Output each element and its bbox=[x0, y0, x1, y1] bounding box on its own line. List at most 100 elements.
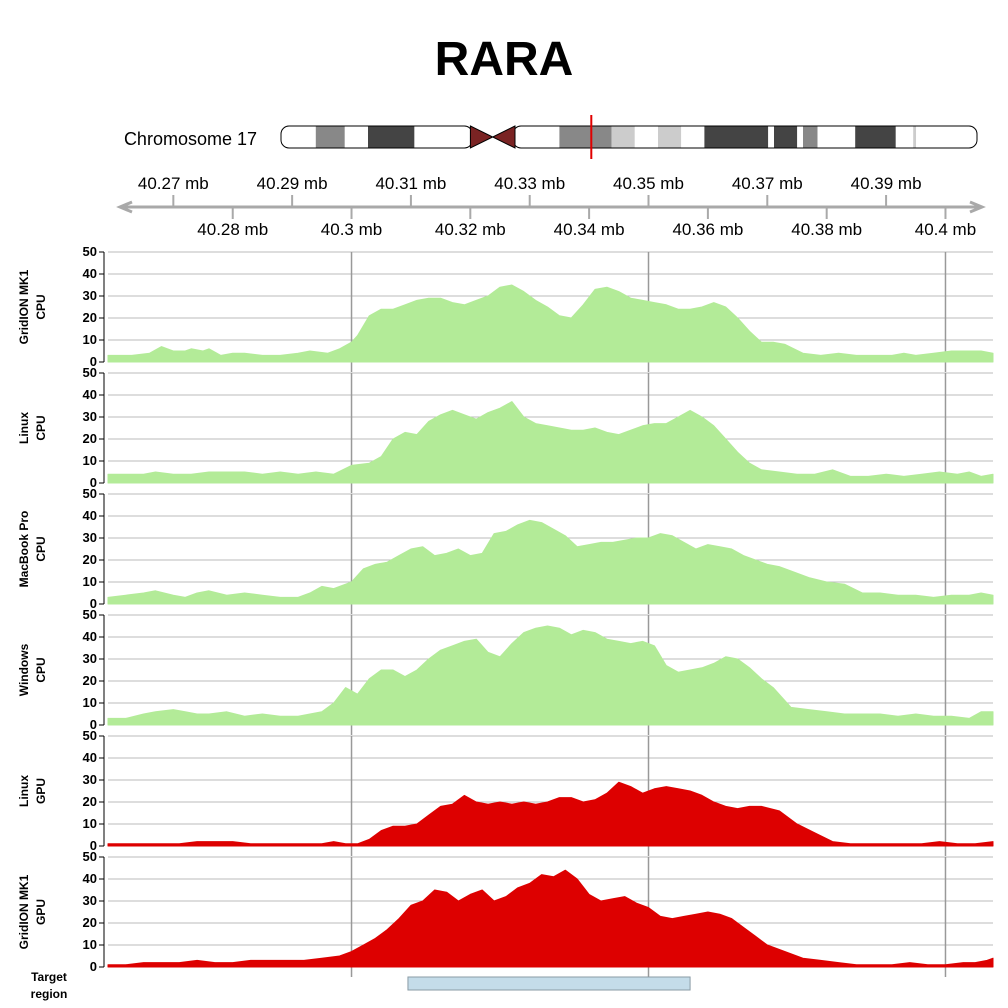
axis-tick-label-bottom-2: 40.32 mb bbox=[435, 220, 506, 239]
centromere-left bbox=[469, 125, 494, 149]
track-label-line-2: GPU bbox=[34, 899, 48, 925]
axis-tick-label-bottom-4: 40.36 mb bbox=[672, 220, 743, 239]
area-series-1 bbox=[107, 401, 994, 484]
axis-tick-label-bottom-3: 40.34 mb bbox=[554, 220, 625, 239]
y-tick-label-2: 20 bbox=[83, 794, 97, 809]
y-tick-label-2: 20 bbox=[83, 431, 97, 446]
target-label-line-2: region bbox=[31, 987, 68, 1001]
ideogram-band-17 bbox=[855, 126, 896, 148]
ideogram-band-13 bbox=[774, 126, 798, 148]
ideogram-band-16 bbox=[817, 126, 856, 148]
track-3: 0 10 20 30 40 50 Windows CPU bbox=[17, 607, 994, 735]
chart-title: RARA bbox=[434, 33, 574, 86]
y-tick-label-5: 50 bbox=[83, 849, 97, 864]
area-series-0 bbox=[107, 284, 994, 363]
y-tick-label-1: 10 bbox=[83, 816, 97, 831]
y-tick-label-1: 10 bbox=[83, 332, 97, 347]
y-tick-label-2: 20 bbox=[83, 673, 97, 688]
y-tick-label-4: 40 bbox=[83, 871, 97, 886]
track-1: 0 10 20 30 40 50 Linux CPU bbox=[17, 365, 994, 493]
ideogram-band-12 bbox=[768, 126, 774, 148]
ideogram-band-8 bbox=[634, 126, 658, 148]
axis-tick-label-top-4: 40.35 mb bbox=[613, 174, 684, 193]
track-label-line-1: Linux bbox=[17, 775, 31, 807]
data-tracks: 0 10 20 30 40 50 GridION MK1 CPU 0 10 20 30 40 50 Linu… bbox=[17, 244, 994, 977]
y-tick-label-2: 20 bbox=[83, 552, 97, 567]
area-series-4 bbox=[107, 781, 994, 847]
track-label-line-1: GridION MK1 bbox=[17, 269, 31, 344]
axis-tick-label-top-3: 40.33 mb bbox=[494, 174, 565, 193]
ideogram-band-14 bbox=[797, 126, 803, 148]
y-tick-label-3: 30 bbox=[83, 530, 97, 545]
ideogram-band-2 bbox=[344, 126, 368, 148]
y-tick-label-4: 40 bbox=[83, 387, 97, 402]
axis-tick-label-top-0: 40.27 mb bbox=[138, 174, 209, 193]
track-label-3: Windows CPU bbox=[17, 643, 48, 696]
y-tick-label-0: 0 bbox=[90, 475, 97, 490]
y-tick-label-0: 0 bbox=[90, 354, 97, 369]
y-tick-label-5: 50 bbox=[83, 486, 97, 501]
y-tick-label-0: 0 bbox=[90, 959, 97, 974]
track-label-line-2: CPU bbox=[34, 415, 48, 440]
y-tick-label-4: 40 bbox=[83, 508, 97, 523]
y-tick-label-5: 50 bbox=[83, 607, 97, 622]
track-4: 0 10 20 30 40 50 Linux GPU bbox=[17, 728, 994, 856]
y-tick-label-2: 20 bbox=[83, 915, 97, 930]
ideogram-band-4 bbox=[414, 126, 473, 148]
genome-axis: 40.27 mb 40.29 mb 40.31 mb 40.33 mb 40.35 mb… bbox=[116, 174, 986, 239]
area-series-2 bbox=[107, 519, 994, 605]
y-tick-label-3: 30 bbox=[83, 772, 97, 787]
ideogram-band-18 bbox=[895, 126, 914, 148]
track-2: 0 10 20 30 40 50 MacBook Pro CPU bbox=[17, 486, 994, 614]
axis-tick-label-bottom-5: 40.38 mb bbox=[791, 220, 862, 239]
target-region-track: Target region bbox=[31, 970, 691, 1001]
axis-arrow-left bbox=[116, 200, 133, 214]
y-tick-label-0: 0 bbox=[90, 838, 97, 853]
y-tick-label-3: 30 bbox=[83, 288, 97, 303]
area-series-5 bbox=[107, 869, 994, 968]
axis-tick-label-top-5: 40.37 mb bbox=[732, 174, 803, 193]
y-tick-label-1: 10 bbox=[83, 695, 97, 710]
y-tick-label-5: 50 bbox=[83, 244, 97, 259]
ideogram-band-15 bbox=[803, 126, 818, 148]
track-5: 0 10 20 30 40 50 GridION MK1 GPU bbox=[17, 849, 994, 977]
ideogram-band-6 bbox=[559, 126, 612, 148]
y-tick-label-1: 10 bbox=[83, 574, 97, 589]
ideogram-band-19 bbox=[913, 126, 917, 148]
centromere-right bbox=[491, 125, 516, 149]
axis-tick-label-bottom-0: 40.28 mb bbox=[197, 220, 268, 239]
y-tick-label-0: 0 bbox=[90, 596, 97, 611]
ideogram-band-11 bbox=[704, 126, 769, 148]
chromosome-ideogram: Chromosome 17 bbox=[124, 115, 978, 159]
y-tick-label-1: 10 bbox=[83, 453, 97, 468]
y-tick-label-4: 40 bbox=[83, 750, 97, 765]
y-tick-label-3: 30 bbox=[83, 651, 97, 666]
ideogram-band-7 bbox=[611, 126, 635, 148]
y-tick-label-3: 30 bbox=[83, 893, 97, 908]
ideogram-band-20 bbox=[916, 126, 977, 148]
track-label-line-1: GridION MK1 bbox=[17, 874, 31, 949]
axis-arrow-right bbox=[969, 200, 986, 214]
axis-tick-label-bottom-6: 40.4 mb bbox=[915, 220, 976, 239]
axis-tick-label-top-1: 40.29 mb bbox=[257, 174, 328, 193]
y-tick-label-2: 20 bbox=[83, 310, 97, 325]
y-tick-label-4: 40 bbox=[83, 266, 97, 281]
track-label-line-1: Linux bbox=[17, 412, 31, 444]
ideogram-band-0 bbox=[281, 126, 316, 148]
track-label-5: GridION MK1 GPU bbox=[17, 874, 48, 949]
track-label-line-1: Windows bbox=[17, 643, 31, 696]
track-label-1: Linux CPU bbox=[17, 412, 48, 444]
track-label-line-2: CPU bbox=[34, 657, 48, 682]
y-tick-label-4: 40 bbox=[83, 629, 97, 644]
y-tick-label-5: 50 bbox=[83, 728, 97, 743]
track-0: 0 10 20 30 40 50 GridION MK1 CPU bbox=[17, 244, 994, 372]
y-tick-label-0: 0 bbox=[90, 717, 97, 732]
axis-tick-label-top-2: 40.31 mb bbox=[375, 174, 446, 193]
axis-tick-label-bottom-1: 40.3 mb bbox=[321, 220, 382, 239]
track-label-line-2: CPU bbox=[34, 536, 48, 561]
y-tick-label-1: 10 bbox=[83, 937, 97, 952]
ideogram-band-9 bbox=[658, 126, 682, 148]
track-label-line-1: MacBook Pro bbox=[17, 511, 31, 588]
target-label-line-1: Target bbox=[31, 970, 67, 984]
